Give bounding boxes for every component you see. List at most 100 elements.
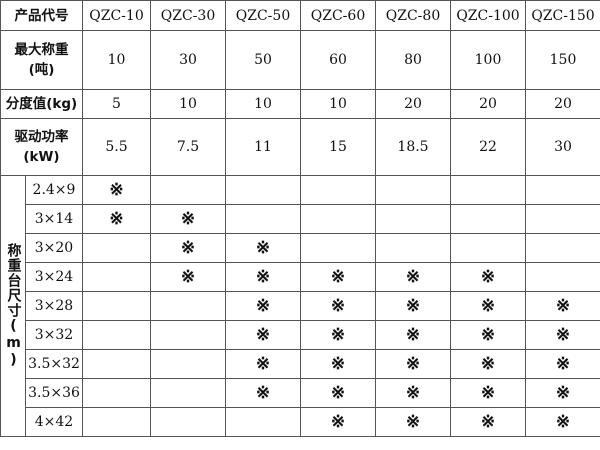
size-label: 2.4×9 xyxy=(25,175,83,205)
supported-mark-icon: ※ xyxy=(225,349,301,379)
size-row: 3.5×32 ※ ※ ※ ※ ※ xyxy=(1,349,600,379)
spec-table: 产品代号 QZC-10 QZC-30 QZC-50 QZC-60 QZC-80 QZC-10… xyxy=(0,0,600,437)
supported-mark-icon: ※ xyxy=(450,320,526,350)
spec-label-text: 分度值(kg) xyxy=(5,96,78,112)
spec-value: 10 xyxy=(300,89,376,119)
spec-value: 30 xyxy=(525,118,600,176)
spec-value: 10 xyxy=(225,89,301,119)
spec-label: 驱动功率 (kW) xyxy=(0,118,83,176)
size-label: 3×24 xyxy=(25,262,83,292)
supported-mark-icon: ※ xyxy=(450,378,526,408)
spec-value: 50 xyxy=(225,30,301,90)
supported-mark-icon: ※ xyxy=(525,378,600,408)
empty-cell xyxy=(150,407,226,437)
empty-cell xyxy=(150,320,226,350)
size-label: 3×28 xyxy=(25,291,83,321)
spec-value: 10 xyxy=(82,30,151,90)
supported-mark-icon: ※ xyxy=(375,320,451,350)
supported-mark-icon: ※ xyxy=(300,320,376,350)
supported-mark-icon: ※ xyxy=(300,407,376,437)
empty-cell xyxy=(375,175,451,205)
supported-mark-icon: ※ xyxy=(450,291,526,321)
spec-value: 80 xyxy=(375,30,451,90)
empty-cell xyxy=(525,204,600,234)
spec-value: 5 xyxy=(82,89,151,119)
supported-mark-icon: ※ xyxy=(375,407,451,437)
supported-mark-icon: ※ xyxy=(375,349,451,379)
spec-value: 18.5 xyxy=(375,118,451,176)
empty-cell xyxy=(375,204,451,234)
empty-cell xyxy=(375,233,451,263)
spec-value: 7.5 xyxy=(150,118,226,176)
model-header: QZC-100 xyxy=(450,0,526,31)
empty-cell xyxy=(82,407,151,437)
supported-mark-icon: ※ xyxy=(450,349,526,379)
spec-row: 分度值(kg) 5 10 10 10 20 20 20 xyxy=(0,89,600,119)
supported-mark-icon: ※ xyxy=(525,349,600,379)
size-group-label: 称重台尺寸(m) xyxy=(0,175,26,437)
size-label: 3×32 xyxy=(25,320,83,350)
spec-unit: (kW) xyxy=(23,149,60,165)
supported-mark-icon: ※ xyxy=(150,262,226,292)
size-label: 3.5×36 xyxy=(25,378,83,408)
empty-cell xyxy=(82,320,151,350)
supported-mark-icon: ※ xyxy=(525,291,600,321)
spec-label-text: 最大称重 xyxy=(14,42,69,58)
spec-value: 100 xyxy=(450,30,526,90)
empty-cell xyxy=(525,175,600,205)
supported-mark-icon: ※ xyxy=(300,262,376,292)
spec-row: 驱动功率 (kW) 5.5 7.5 11 15 18.5 22 30 xyxy=(0,118,600,176)
size-row: 3×32 ※ ※ ※ ※ ※ xyxy=(1,320,600,350)
spec-value: 60 xyxy=(300,30,376,90)
empty-cell xyxy=(150,349,226,379)
spec-value: 150 xyxy=(525,30,600,90)
empty-cell xyxy=(225,204,301,234)
model-header: QZC-30 xyxy=(150,0,226,31)
empty-cell xyxy=(150,175,226,205)
size-row: 3×20 ※ ※ xyxy=(1,233,600,263)
empty-cell xyxy=(82,262,151,292)
size-row: 3×14 ※ ※ xyxy=(1,204,600,234)
spec-value: 20 xyxy=(450,89,526,119)
spec-value: 5.5 xyxy=(82,118,151,176)
empty-cell xyxy=(300,175,376,205)
size-row: 称重台尺寸(m) 2.4×9 ※ xyxy=(0,175,600,437)
model-header: QZC-60 xyxy=(300,0,376,31)
empty-cell xyxy=(450,233,526,263)
empty-cell xyxy=(525,233,600,263)
model-header: QZC-150 xyxy=(525,0,600,31)
header-row: 产品代号 QZC-10 QZC-30 QZC-50 QZC-60 QZC-80 QZC-10… xyxy=(0,0,600,31)
size-label: 3.5×32 xyxy=(25,349,83,379)
spec-value: 10 xyxy=(150,89,226,119)
spec-row: 最大称重 (吨) 10 30 50 60 80 100 150 xyxy=(0,30,600,90)
size-row: 3×28 ※ ※ ※ ※ ※ xyxy=(1,291,600,321)
supported-mark-icon: ※ xyxy=(525,320,600,350)
supported-mark-icon: ※ xyxy=(300,291,376,321)
supported-mark-icon: ※ xyxy=(375,378,451,408)
empty-cell xyxy=(150,378,226,408)
empty-cell xyxy=(450,175,526,205)
supported-mark-icon: ※ xyxy=(225,291,301,321)
supported-mark-icon: ※ xyxy=(450,407,526,437)
spec-value: 15 xyxy=(300,118,376,176)
size-row: 3.5×36 ※ ※ ※ ※ ※ xyxy=(1,378,600,408)
spec-value: 22 xyxy=(450,118,526,176)
supported-mark-icon: ※ xyxy=(375,262,451,292)
spec-label: 分度值(kg) xyxy=(0,89,83,119)
empty-cell xyxy=(450,204,526,234)
empty-cell xyxy=(225,407,301,437)
spec-label-text: 驱动功率 xyxy=(14,129,69,145)
supported-mark-icon: ※ xyxy=(150,204,226,234)
empty-cell xyxy=(82,378,151,408)
empty-cell xyxy=(82,291,151,321)
supported-mark-icon: ※ xyxy=(225,320,301,350)
supported-mark-icon: ※ xyxy=(450,262,526,292)
size-row: 3×24 ※ ※ ※ ※ ※ xyxy=(1,262,600,292)
size-label: 4×42 xyxy=(25,407,83,437)
size-label: 3×14 xyxy=(25,204,83,234)
supported-mark-icon: ※ xyxy=(82,204,151,234)
size-row: 4×42 ※ ※ ※ ※ xyxy=(1,407,600,437)
model-header: QZC-50 xyxy=(225,0,301,31)
supported-mark-icon: ※ xyxy=(82,175,151,205)
model-header: QZC-80 xyxy=(375,0,451,31)
